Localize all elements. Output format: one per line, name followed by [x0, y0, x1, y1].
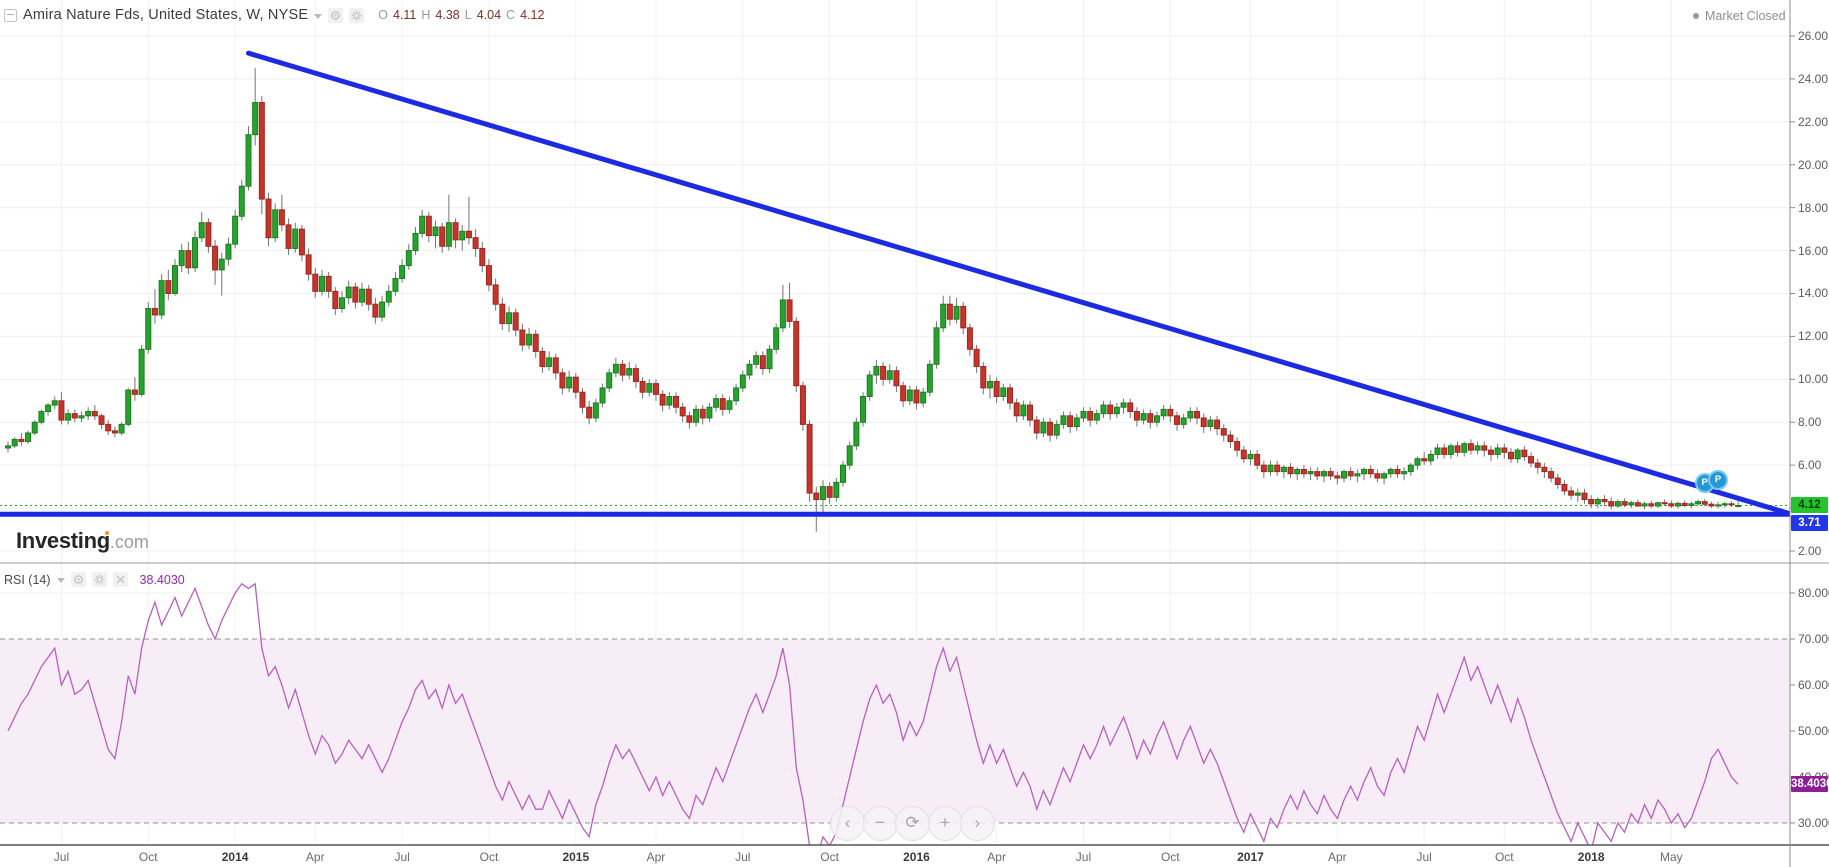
time-axis-label[interactable]: Apr	[646, 850, 666, 864]
market-status: Market Closed	[1693, 9, 1786, 23]
rsi-visibility-icon-button[interactable]	[70, 572, 86, 587]
rsi-axis-label: 80.0000	[1798, 586, 1829, 600]
rsi-title: RSI (14)	[4, 572, 51, 587]
logo-brand-text: Investing	[16, 528, 110, 553]
time-axis-label[interactable]: 2018	[1577, 850, 1605, 864]
close-icon	[116, 575, 125, 584]
last-price-tag: 4.12	[1791, 496, 1828, 513]
gear-icon	[351, 10, 362, 20]
time-axis-label[interactable]: Oct	[138, 850, 158, 864]
ohlc-readout: O 4.11 H 4.38 L 4.04 C 4.12	[378, 8, 544, 22]
time-axis-label[interactable]: Oct	[1160, 850, 1180, 864]
axis-ticks	[1790, 35, 1795, 824]
price-axis-label: 24.00	[1798, 71, 1829, 86]
rsi-settings-icon-button[interactable]	[91, 572, 107, 587]
time-axis-label[interactable]: 2014	[221, 850, 249, 864]
time-axis-label[interactable]: May	[1659, 850, 1683, 864]
time-axis-label[interactable]: Jul	[1075, 850, 1092, 864]
price-axis-label: 2.00	[1798, 543, 1822, 558]
time-axis-label[interactable]: 2016	[903, 850, 930, 864]
rsi-axis-label: 60.0000	[1798, 678, 1829, 692]
candlestick-series	[5, 68, 1742, 532]
rsi-pane-header: RSI (14) 38.4030	[4, 572, 185, 587]
logo-suffix-text: .com	[109, 532, 149, 552]
symbol-header: Amira Nature Fds, United States, W, NYSE…	[4, 7, 544, 23]
price-axis-label: 16.00	[1798, 243, 1829, 258]
close-value: 4.12	[520, 8, 545, 22]
time-axis-label[interactable]: Jul	[735, 850, 751, 864]
rsi-axis-label: 70.0000	[1798, 632, 1829, 646]
market-status-text: Market Closed	[1705, 9, 1786, 23]
visibility-icon-button[interactable]	[328, 7, 344, 23]
low-value: 4.04	[476, 8, 502, 22]
price-axis-label: 18.00	[1798, 200, 1829, 215]
reset-view-button[interactable]: ⟳	[895, 806, 930, 841]
open-value: 4.11	[392, 8, 417, 22]
market-status-dot-icon	[1693, 13, 1699, 19]
symbol-title[interactable]: Amira Nature Fds, United States, W, NYSE	[23, 7, 309, 23]
scroll-right-button[interactable]: ›	[960, 806, 995, 841]
zoom-in-button[interactable]: +	[927, 806, 963, 841]
time-axis-label[interactable]: Jul	[394, 850, 410, 864]
gear-icon	[94, 574, 105, 585]
rsi-close-icon-button[interactable]	[112, 572, 128, 587]
price-axis-label: 14.00	[1798, 286, 1829, 301]
collapse-pane-icon[interactable]	[4, 8, 17, 22]
rsi-value: 38.4030	[139, 572, 185, 587]
scroll-left-button[interactable]: ‹	[830, 806, 865, 841]
settings-icon-button[interactable]	[349, 7, 365, 23]
time-axis-label[interactable]: Oct	[479, 850, 499, 864]
logo-orange-dot	[105, 531, 109, 535]
chevron-down-icon[interactable]	[314, 13, 323, 19]
rsi-line	[7, 582, 1739, 845]
price-gridlines	[0, 35, 1790, 552]
price-axis-label: 12.00	[1798, 329, 1829, 344]
high-label: H	[421, 8, 431, 22]
low-label: L	[464, 8, 472, 22]
time-axis-label[interactable]: Jul	[53, 850, 70, 864]
investing-logo: Investing.com	[16, 528, 149, 554]
time-axis-label[interactable]: Oct	[820, 850, 839, 864]
support-level-tag: 3.71	[1791, 515, 1828, 532]
rsi-chevron-down-icon[interactable]	[56, 578, 65, 583]
eye-icon	[331, 10, 341, 20]
time-axis-label[interactable]: Oct	[1494, 850, 1514, 864]
high-value: 4.38	[435, 8, 460, 22]
time-axis-label[interactable]: Apr	[1327, 850, 1347, 864]
rsi-axis-label: 30.0000	[1798, 816, 1829, 830]
price-axis-label: 22.00	[1798, 114, 1829, 129]
zoom-out-button[interactable]: −	[862, 806, 898, 841]
rsi-value-tag: 38.4030	[1791, 776, 1829, 793]
price-axis-label: 8.00	[1798, 415, 1822, 430]
time-axis-label[interactable]: 2015	[562, 850, 590, 864]
price-axis-label: 10.00	[1798, 372, 1829, 387]
descending-trendline[interactable]	[245, 50, 1798, 517]
open-label: O	[378, 8, 388, 22]
position-marker[interactable]: P	[1708, 469, 1729, 490]
time-axis-label[interactable]: 2017	[1237, 850, 1264, 864]
price-axis-label: 20.00	[1798, 157, 1829, 172]
price-axis-label: 6.00	[1798, 458, 1822, 473]
rsi-axis-label: 50.0000	[1798, 724, 1829, 738]
eye-icon	[73, 575, 83, 584]
close-label: C	[506, 8, 516, 22]
price-axis-label: 26.00	[1798, 29, 1829, 43]
time-axis-label[interactable]: Apr	[987, 850, 1006, 864]
time-axis-label[interactable]: Apr	[305, 850, 325, 864]
time-axis-label[interactable]: Jul	[1416, 850, 1432, 864]
